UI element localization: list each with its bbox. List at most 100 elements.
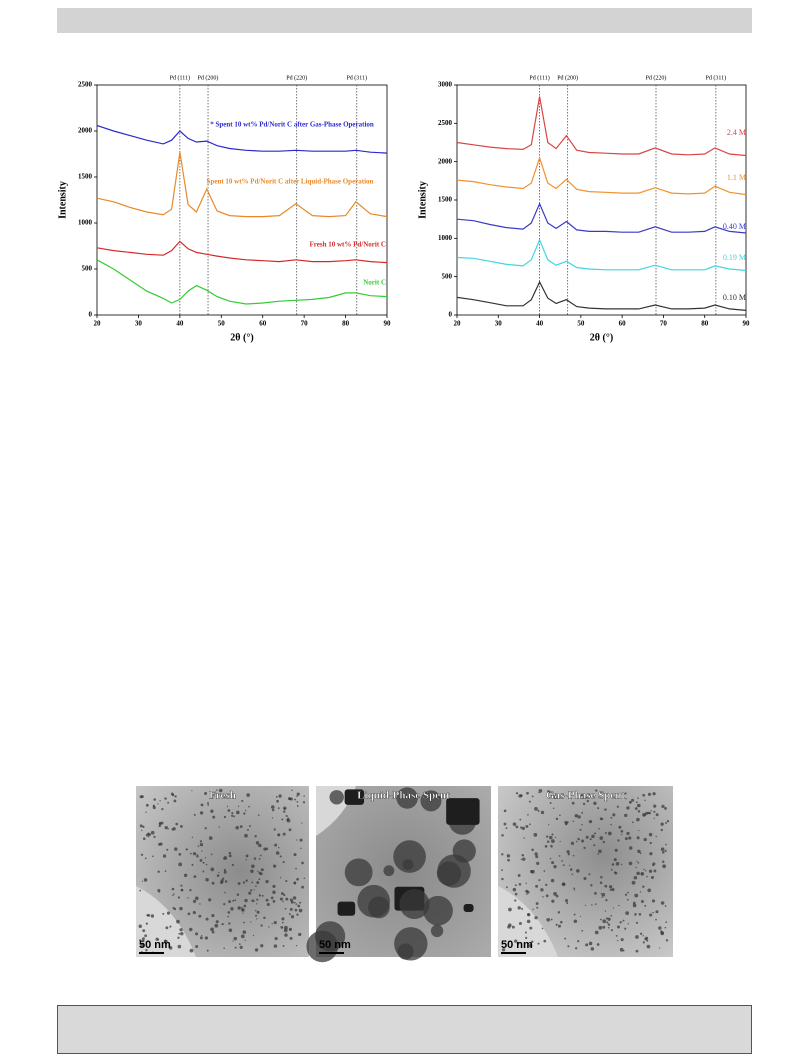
particle [171, 828, 174, 831]
particle [163, 939, 168, 944]
particle [501, 877, 504, 881]
data-line [456, 280, 747, 311]
particle [566, 902, 569, 905]
particle [559, 814, 561, 817]
particle [167, 828, 169, 830]
particle [235, 825, 239, 830]
particle [193, 875, 197, 879]
series-label: Fresh 10 wt% Pd/Norit C [310, 241, 386, 249]
x-axis-label: 2θ (°) [230, 332, 253, 343]
particle [237, 882, 241, 885]
particle [523, 837, 525, 839]
particle [614, 871, 618, 875]
particle [265, 898, 269, 902]
particle [550, 918, 553, 921]
particle [181, 888, 184, 892]
particle [619, 921, 622, 924]
particle [551, 833, 554, 836]
particle [628, 861, 633, 866]
particle [253, 857, 257, 860]
particle [645, 936, 649, 940]
particle [256, 903, 258, 905]
particle [197, 845, 200, 848]
particle [194, 896, 199, 901]
particle [252, 934, 255, 937]
particle [610, 868, 613, 871]
particle [607, 917, 611, 921]
reference-label: Pd (200) [557, 74, 578, 81]
tem-image: Liquid-Phase Spent 50 nm [306, 786, 491, 963]
particle [192, 911, 196, 915]
particle [223, 868, 227, 872]
particle [218, 788, 223, 793]
particle [284, 925, 288, 930]
particle [553, 892, 557, 896]
particle [534, 916, 538, 920]
particle [139, 939, 141, 942]
particle [660, 930, 664, 935]
particle [637, 849, 641, 854]
particle [553, 864, 557, 869]
particle [239, 825, 243, 829]
particle [645, 811, 649, 815]
particle [572, 854, 575, 857]
particle [560, 920, 563, 924]
particle [501, 834, 504, 837]
particle [529, 926, 533, 930]
particle [273, 920, 277, 925]
particle [625, 797, 627, 800]
particle [511, 925, 515, 929]
particle [536, 906, 539, 909]
particle [590, 947, 595, 951]
particle [299, 838, 303, 842]
particle [248, 891, 252, 895]
particle [665, 843, 667, 846]
particle [277, 807, 280, 810]
x-tick-label: 60 [259, 320, 267, 328]
particle [569, 864, 571, 867]
particle [514, 884, 517, 887]
particle [526, 893, 528, 895]
particle [283, 893, 286, 897]
particle [636, 860, 638, 862]
particle [515, 792, 519, 795]
particle [250, 889, 253, 892]
particle [246, 793, 250, 797]
particle [260, 944, 264, 948]
particle [145, 803, 149, 807]
particle [526, 919, 531, 924]
particle [208, 898, 212, 902]
particle [251, 899, 255, 903]
particle [168, 946, 173, 950]
particle [566, 850, 570, 854]
y-tick-label: 2500 [438, 119, 453, 127]
particle [582, 802, 586, 806]
particle [276, 799, 279, 803]
particle [396, 787, 418, 809]
particle [531, 795, 534, 798]
particle [289, 936, 293, 940]
particle [177, 896, 181, 899]
particle [557, 911, 561, 914]
particle [572, 820, 575, 823]
series-label: 1.1 M [727, 173, 746, 182]
particle [150, 830, 155, 835]
particle [551, 899, 555, 903]
reference-label: Pd (111) [529, 74, 549, 81]
particle [231, 814, 234, 817]
particle [605, 917, 608, 920]
particle [256, 881, 260, 884]
particle [534, 806, 538, 811]
particle [282, 861, 285, 864]
scale-label: 50 nm [501, 939, 533, 951]
x-tick-label: 40 [536, 320, 544, 328]
particle [635, 949, 639, 953]
data-line [96, 124, 388, 154]
particle [648, 869, 653, 873]
particle [593, 801, 597, 805]
particle [212, 815, 216, 819]
particle [564, 898, 569, 903]
particle [538, 879, 541, 882]
reference-label: Pd (311) [706, 74, 727, 81]
particle [561, 882, 566, 887]
